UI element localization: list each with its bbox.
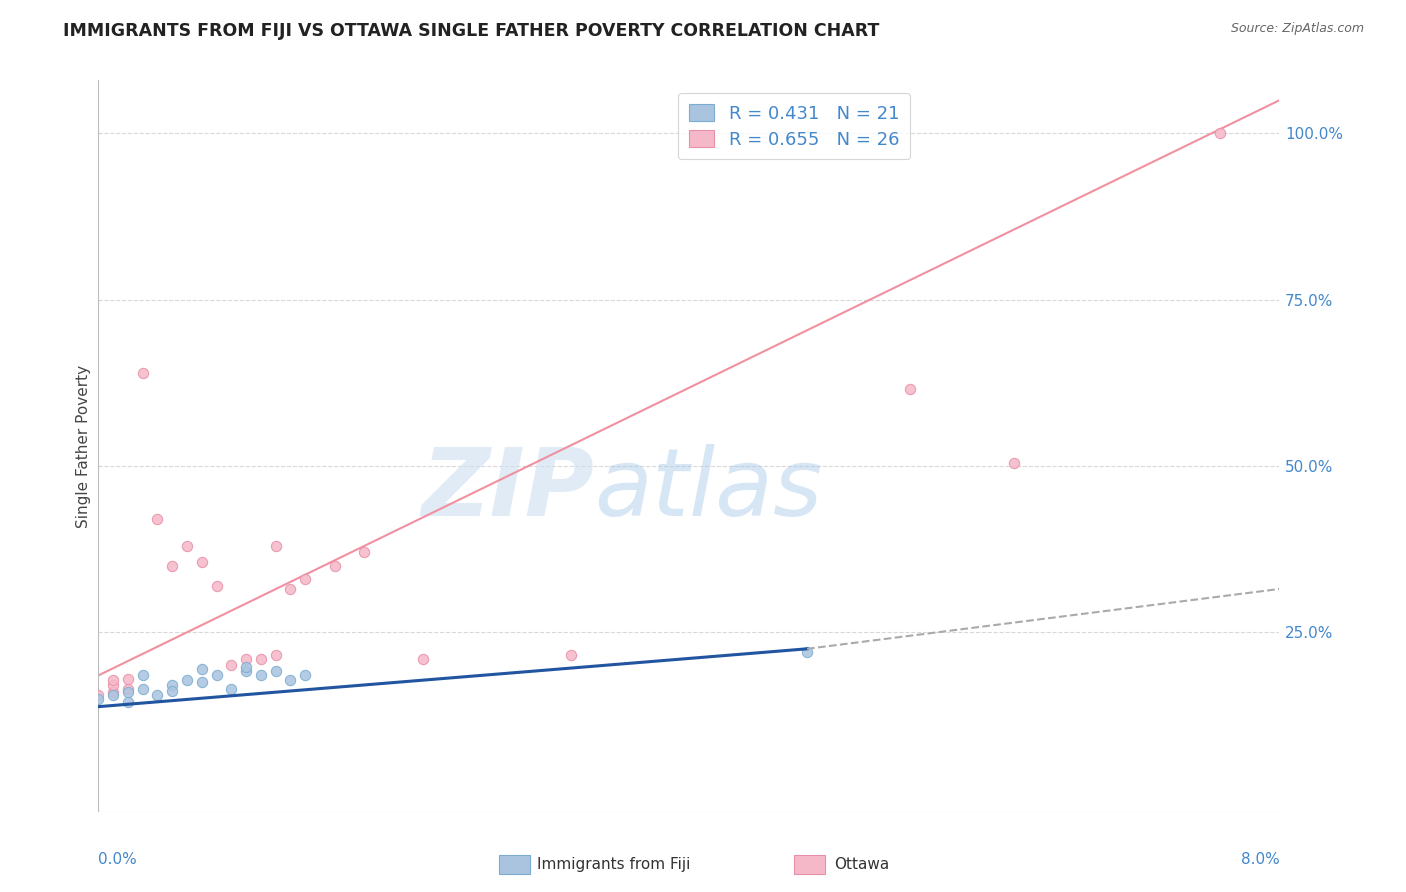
Point	[87, 689, 110, 703]
Point	[205, 668, 228, 682]
Text: ZIP: ZIP	[422, 444, 595, 536]
Point	[132, 681, 155, 696]
Point	[103, 678, 125, 692]
Text: IMMIGRANTS FROM FIJI VS OTTAWA SINGLE FATHER POVERTY CORRELATION CHART: IMMIGRANTS FROM FIJI VS OTTAWA SINGLE FA…	[63, 22, 880, 40]
Point	[221, 681, 243, 696]
Legend: R = 0.431   N = 21, R = 0.655   N = 26: R = 0.431 N = 21, R = 0.655 N = 26	[678, 93, 910, 160]
Point	[162, 678, 183, 692]
Text: atlas: atlas	[595, 444, 823, 535]
Point	[191, 662, 214, 676]
Point	[176, 673, 198, 687]
Text: Source: ZipAtlas.com: Source: ZipAtlas.com	[1230, 22, 1364, 36]
Point	[412, 652, 434, 666]
Point	[1209, 127, 1232, 141]
Point	[235, 664, 257, 678]
Text: 0.0%: 0.0%	[98, 852, 138, 867]
Point	[191, 675, 214, 690]
Point	[900, 383, 922, 397]
Point	[264, 648, 287, 663]
Point	[117, 685, 139, 699]
Text: Immigrants from Fiji: Immigrants from Fiji	[537, 857, 690, 871]
Point	[132, 366, 155, 380]
Y-axis label: Single Father Poverty: Single Father Poverty	[76, 365, 91, 527]
Point	[1002, 456, 1025, 470]
Point	[323, 558, 346, 573]
Point	[176, 539, 198, 553]
Point	[280, 582, 302, 596]
Point	[205, 579, 228, 593]
Point	[103, 689, 125, 703]
Point	[132, 668, 155, 682]
Point	[146, 689, 169, 703]
Point	[221, 658, 243, 673]
Point	[103, 673, 125, 687]
Point	[264, 664, 287, 678]
Point	[235, 652, 257, 666]
Point	[796, 645, 818, 659]
Point	[162, 558, 183, 573]
Point	[560, 648, 582, 663]
Point	[117, 681, 139, 696]
Point	[162, 683, 183, 698]
Point	[103, 685, 125, 699]
Text: Ottawa: Ottawa	[834, 857, 889, 871]
Point	[117, 695, 139, 709]
Point	[250, 668, 273, 682]
Point	[191, 555, 214, 569]
Point	[250, 652, 273, 666]
Point	[235, 659, 257, 673]
Point	[87, 691, 110, 706]
Text: 8.0%: 8.0%	[1240, 852, 1279, 867]
Point	[294, 668, 316, 682]
Point	[117, 672, 139, 686]
Point	[280, 673, 302, 687]
Point	[264, 539, 287, 553]
Point	[146, 512, 169, 526]
Point	[294, 572, 316, 586]
Point	[353, 545, 375, 559]
